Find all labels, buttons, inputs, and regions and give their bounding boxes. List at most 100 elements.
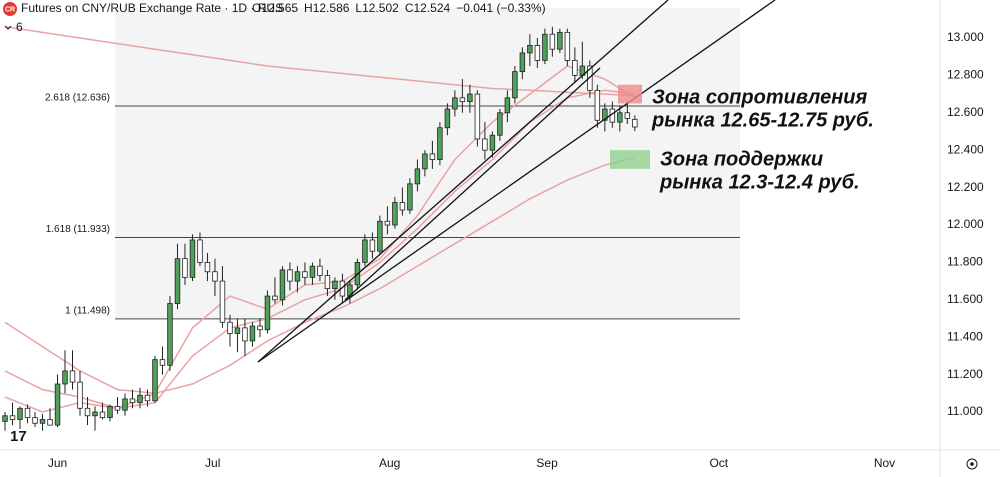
candle-body xyxy=(489,134,496,151)
candle-body xyxy=(99,411,106,419)
logo-text: CR xyxy=(5,6,15,13)
y-tick-label: 11.400 xyxy=(947,329,983,343)
candle-body xyxy=(474,93,481,140)
y-tick-label: 11.600 xyxy=(947,292,983,306)
candle-body xyxy=(152,359,158,402)
candle-body xyxy=(377,220,383,252)
candle-body xyxy=(114,406,121,411)
y-tick-label: 11.000 xyxy=(947,404,983,418)
candle-body xyxy=(602,108,608,121)
x-tick-label: Sep xyxy=(536,456,558,470)
candle-body xyxy=(219,280,226,323)
candle-body xyxy=(504,97,511,114)
candle-body xyxy=(2,415,8,422)
y-tick-label: 13.000 xyxy=(947,30,984,44)
candle-body xyxy=(77,381,83,409)
candle-body xyxy=(429,153,436,160)
candle-body xyxy=(519,52,526,73)
candle-body xyxy=(557,31,563,50)
candle-body xyxy=(287,269,293,282)
candle-body xyxy=(54,383,61,426)
candle-body xyxy=(159,359,166,366)
candle-body xyxy=(587,65,593,91)
candle-body xyxy=(497,112,503,136)
trend-lines xyxy=(257,0,776,363)
candle-body xyxy=(467,93,473,102)
chevron[interactable] xyxy=(4,25,12,30)
y-tick-label: 12.400 xyxy=(947,142,984,156)
candles xyxy=(2,26,638,431)
candle-body xyxy=(144,394,151,402)
candle-body xyxy=(309,265,316,278)
y-tick-label: 11.800 xyxy=(947,255,983,269)
candle-body xyxy=(332,280,338,289)
candle-body xyxy=(257,325,263,331)
candle-body xyxy=(512,71,518,99)
x-tick-label: Nov xyxy=(874,456,895,470)
y-tick-label: 12.000 xyxy=(947,217,984,231)
candle-body xyxy=(632,118,638,128)
fib-label: 2.618 (12.636) xyxy=(45,93,110,104)
candle-body xyxy=(534,45,541,61)
y-tick-label: 12.800 xyxy=(947,68,984,82)
candle-body xyxy=(407,183,413,211)
candle-body xyxy=(414,168,421,185)
candle-body xyxy=(339,280,346,297)
candle-body xyxy=(459,97,466,102)
ohlc-label: H12.586 xyxy=(304,1,350,15)
candle-body xyxy=(482,138,488,151)
candle-body xyxy=(564,31,571,61)
candle-body xyxy=(594,89,601,121)
candle-body xyxy=(302,271,308,278)
candle-body xyxy=(234,327,241,334)
candle-body xyxy=(137,394,143,404)
candle-body xyxy=(527,45,533,54)
candle-body xyxy=(384,220,391,226)
candle-body xyxy=(122,398,128,411)
chart-title: Futures on CNY/RUB Exchange Rate · 1D · … xyxy=(21,1,283,15)
trend-line xyxy=(257,0,776,363)
candle-body xyxy=(369,239,376,252)
moving-average xyxy=(4,25,635,97)
candle-body xyxy=(39,419,46,424)
candle-body xyxy=(452,97,458,110)
candle-body xyxy=(189,239,196,278)
settings-icon[interactable] xyxy=(966,458,978,470)
candle-body xyxy=(264,295,271,331)
zone-label: рынка 12.3-12.4 руб. xyxy=(659,171,860,193)
ohlc-label: C12.524 xyxy=(405,1,451,15)
y-tick-label: 12.600 xyxy=(947,105,984,119)
fib-label: 1.618 (11.933) xyxy=(46,224,110,235)
x-tick-label: Oct xyxy=(709,456,728,470)
candle-body xyxy=(317,265,323,276)
indicators-count[interactable]: 6 xyxy=(16,20,23,34)
candle-body xyxy=(129,398,136,404)
x-tick-label: Jul xyxy=(205,456,220,470)
candle-body xyxy=(212,271,218,282)
candle-body xyxy=(572,60,578,76)
candle-body xyxy=(272,295,278,301)
tv-logo[interactable]: 17 xyxy=(10,428,27,445)
y-tick-label: 11.200 xyxy=(947,367,983,381)
candle-body xyxy=(249,325,256,342)
candle-body xyxy=(9,415,16,420)
ohlc-label: L12.502 xyxy=(355,1,399,15)
y-tick-label: 12.200 xyxy=(947,180,984,194)
candle-body xyxy=(227,321,233,334)
candle-body xyxy=(107,406,113,419)
x-tick-label: Aug xyxy=(379,456,400,470)
x-tick-label: Jun xyxy=(48,456,67,470)
candle-body xyxy=(17,407,23,420)
candle-body xyxy=(167,303,173,366)
candle-body xyxy=(444,108,451,129)
candle-body xyxy=(182,258,188,278)
candle-body xyxy=(92,411,98,417)
candle-body xyxy=(62,370,68,385)
logo xyxy=(3,2,17,16)
trend-line xyxy=(257,0,669,363)
candle-body xyxy=(84,407,91,417)
candle-body xyxy=(174,258,181,304)
candle-body xyxy=(69,370,76,383)
candle-body xyxy=(549,33,556,50)
zone-box xyxy=(618,84,642,104)
